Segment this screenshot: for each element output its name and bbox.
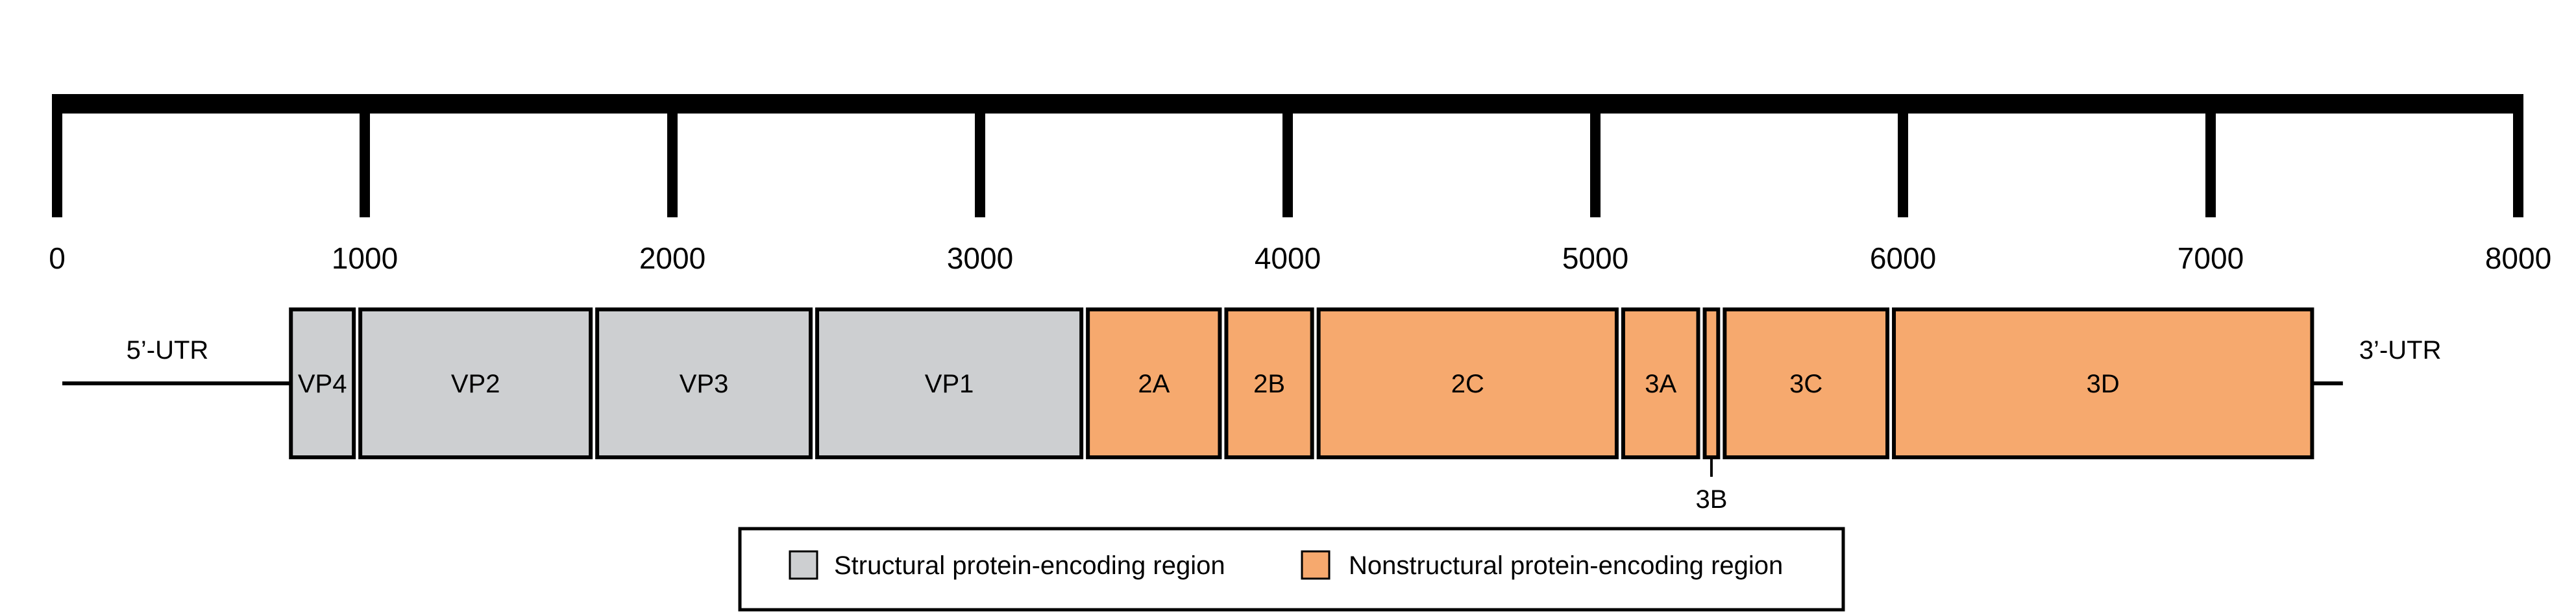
- segment-3c: [1723, 307, 1890, 459]
- ruler-tick-label: 5000: [1562, 241, 1628, 275]
- genome-map: 5’-UTR 3’-UTR VP4 VP2 VP3 VP1 2A 2B 2C 3A 3B 3C 3D: [62, 307, 2442, 514]
- ruler-tick-label: 8000: [2485, 241, 2551, 275]
- legend-label-nonstructural: Nonstructural protein-encoding region: [1349, 551, 1783, 580]
- ruler-tick-label: 7000: [2177, 241, 2244, 275]
- ruler-tick: [52, 94, 62, 217]
- segment-vp2: [358, 307, 593, 459]
- segment-label: 3D: [2087, 370, 2120, 398]
- ruler-tick-label: 6000: [1870, 241, 1936, 275]
- ruler-tick-label: 1000: [332, 241, 398, 275]
- legend-label-structural: Structural protein-encoding region: [834, 551, 1225, 580]
- segment-label: VP1: [925, 370, 974, 398]
- segment-3b: [1702, 307, 1721, 459]
- ruler-tick-label: 3000: [947, 241, 1013, 275]
- segment-label: VP3: [680, 370, 729, 398]
- segment-vp1: [815, 307, 1084, 459]
- ruler-tick: [1898, 94, 1908, 217]
- segment-3a: [1621, 307, 1700, 459]
- ruler-tick: [360, 94, 370, 217]
- segment-label: 3A: [1645, 370, 1676, 398]
- segment-label: 3B: [1695, 485, 1727, 514]
- segment-label: 2A: [1138, 370, 1170, 398]
- segment-vp4: [289, 307, 356, 459]
- segment-label: 3C: [1789, 370, 1822, 398]
- legend-box: [738, 527, 1845, 612]
- ruler-tick: [667, 94, 678, 217]
- segment-2a: [1086, 307, 1222, 459]
- utr3-label: 3’-UTR: [2359, 336, 2442, 365]
- segment-label: 2B: [1253, 370, 1285, 398]
- segment-2c: [1316, 307, 1619, 459]
- legend: Structural protein-encoding region Nonst…: [738, 527, 1845, 612]
- ruler-tick: [1590, 94, 1601, 217]
- segment-vp3: [595, 307, 813, 459]
- ruler-tick: [2205, 94, 2216, 217]
- ruler-tick-label: 0: [49, 241, 66, 275]
- utr5-label: 5’-UTR: [127, 336, 209, 365]
- legend-swatch-nonstructural: [1301, 550, 1331, 580]
- ruler-tick-label: 2000: [639, 241, 705, 275]
- scale-ruler: 0 1000 2000 3000 4000 5000 6000 7000 8000: [49, 94, 2551, 275]
- segment-3d: [1892, 307, 2314, 459]
- ruler-tick: [975, 94, 985, 217]
- segment-label: VP4: [298, 370, 347, 398]
- ruler-tick-label: 4000: [1255, 241, 1321, 275]
- segment-label: VP2: [451, 370, 500, 398]
- ruler-tick: [2513, 94, 2523, 217]
- legend-swatch-structural: [789, 550, 818, 580]
- segment-label: 2C: [1451, 370, 1484, 398]
- ruler-tick: [1282, 94, 1293, 217]
- segment-2b: [1224, 307, 1314, 459]
